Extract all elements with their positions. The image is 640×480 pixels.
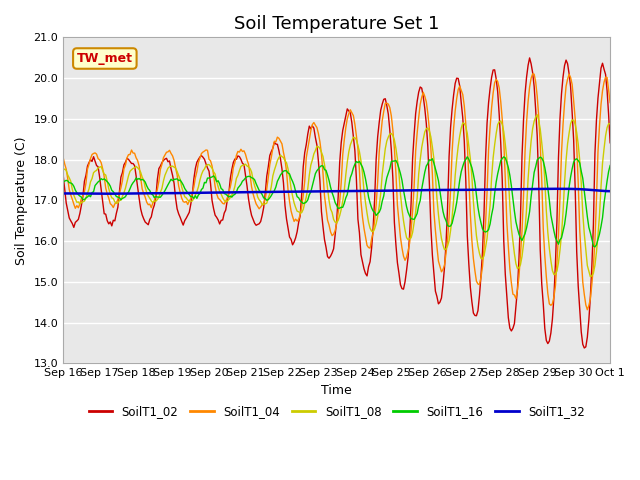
SoilT1_32 — [163, 191, 170, 196]
SoilT1_04 — [74, 205, 82, 211]
SoilT1_08 — [371, 226, 378, 232]
SoilT1_02 — [371, 196, 378, 202]
SoilT1_16 — [401, 196, 409, 202]
SoilT1_04 — [60, 155, 67, 160]
Title: Soil Temperature Set 1: Soil Temperature Set 1 — [234, 15, 439, 33]
Y-axis label: Soil Temperature (C): Soil Temperature (C) — [15, 136, 28, 264]
SoilT1_16 — [161, 188, 169, 193]
SoilT1_02 — [526, 55, 534, 61]
SoilT1_02 — [161, 156, 169, 162]
SoilT1_02 — [606, 140, 614, 145]
SoilT1_16 — [389, 158, 397, 164]
Line: SoilT1_02: SoilT1_02 — [63, 58, 610, 348]
SoilT1_32 — [606, 188, 614, 194]
SoilT1_32 — [541, 186, 548, 192]
SoilT1_04 — [529, 71, 536, 77]
Line: SoilT1_16: SoilT1_16 — [63, 157, 610, 247]
SoilT1_32 — [403, 188, 410, 193]
SoilT1_08 — [60, 167, 67, 173]
SoilT1_16 — [541, 165, 548, 170]
X-axis label: Time: Time — [321, 384, 352, 397]
SoilT1_04 — [541, 253, 548, 259]
SoilT1_08 — [533, 112, 541, 118]
SoilT1_08 — [401, 227, 409, 233]
SoilT1_32 — [552, 186, 559, 192]
SoilT1_08 — [606, 120, 614, 126]
SoilT1_02 — [74, 216, 82, 222]
SoilT1_02 — [60, 172, 67, 178]
SoilT1_16 — [60, 180, 67, 185]
SoilT1_08 — [541, 177, 548, 183]
Line: SoilT1_08: SoilT1_08 — [63, 115, 610, 277]
SoilT1_16 — [463, 154, 471, 160]
SoilT1_08 — [389, 132, 397, 138]
SoilT1_04 — [606, 100, 614, 106]
SoilT1_32 — [60, 191, 67, 196]
SoilT1_02 — [541, 325, 548, 331]
SoilT1_04 — [401, 257, 409, 263]
SoilT1_32 — [372, 188, 380, 194]
SoilT1_08 — [586, 274, 594, 280]
SoilT1_32 — [390, 188, 398, 193]
SoilT1_16 — [606, 163, 614, 168]
SoilT1_02 — [580, 345, 588, 351]
SoilT1_16 — [74, 192, 82, 198]
SoilT1_04 — [389, 127, 397, 133]
Text: TW_met: TW_met — [77, 52, 133, 65]
Line: SoilT1_32: SoilT1_32 — [63, 189, 610, 194]
SoilT1_16 — [591, 244, 599, 250]
SoilT1_16 — [371, 209, 378, 215]
SoilT1_08 — [161, 172, 169, 178]
SoilT1_32 — [100, 191, 108, 197]
SoilT1_04 — [161, 152, 169, 158]
Legend: SoilT1_02, SoilT1_04, SoilT1_08, SoilT1_16, SoilT1_32: SoilT1_02, SoilT1_04, SoilT1_08, SoilT1_… — [84, 400, 589, 423]
SoilT1_02 — [401, 279, 409, 285]
SoilT1_02 — [389, 176, 397, 181]
SoilT1_04 — [584, 307, 591, 312]
SoilT1_08 — [74, 199, 82, 205]
SoilT1_04 — [371, 218, 378, 224]
SoilT1_32 — [74, 191, 82, 196]
Line: SoilT1_04: SoilT1_04 — [63, 74, 610, 310]
